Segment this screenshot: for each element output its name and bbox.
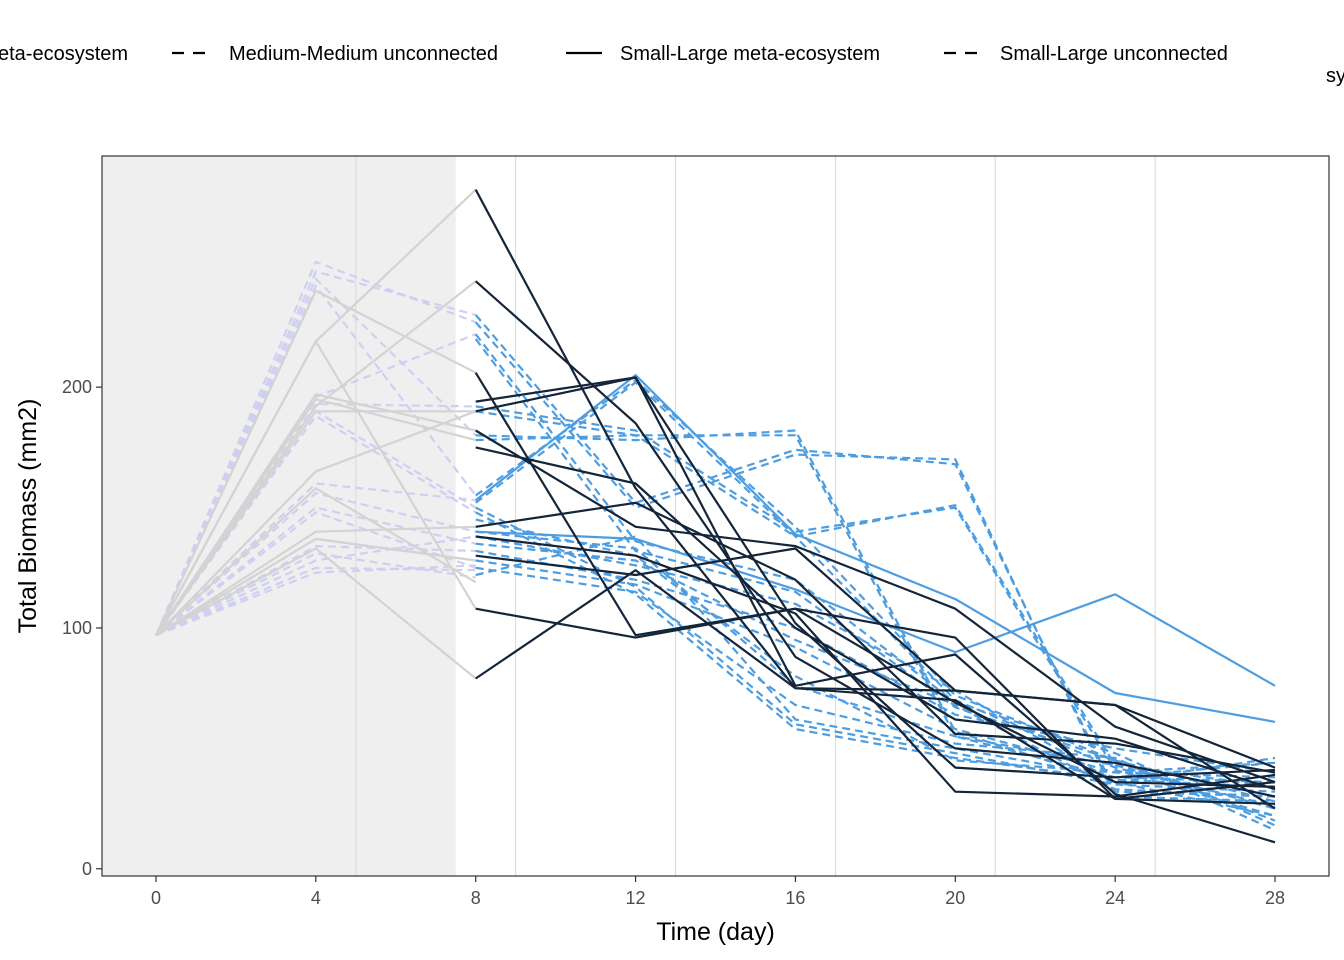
series-line: [475, 376, 1276, 844]
series-line: [475, 506, 1276, 793]
pre-series-line: [155, 566, 476, 637]
x-tick-label: 24: [1105, 888, 1125, 908]
pre-series-line: [154, 260, 477, 636]
x-tick-label: 0: [151, 888, 161, 908]
series-line: [475, 535, 1276, 798]
shaded-rect: [102, 156, 456, 876]
pre-series-line: [155, 289, 477, 636]
x-axis: 0 4 8 12 16 20 24 28: [151, 876, 1285, 908]
series-line: [475, 446, 1276, 791]
series-line: [475, 374, 1276, 723]
y-tick-label: 200: [62, 377, 92, 397]
x-axis-title: Time (day): [656, 918, 775, 946]
pre-series-line: [155, 393, 476, 636]
pre-series-line: [155, 544, 476, 637]
x-tick-label: 12: [626, 888, 646, 908]
y-tick-label: 0: [82, 859, 92, 879]
series-line: [475, 607, 1276, 788]
pre-series-line: [155, 547, 477, 680]
series-line: [475, 378, 1276, 803]
pre-series-line: [155, 414, 477, 636]
pre-series-line: [155, 537, 476, 637]
panel-border: [101, 155, 1330, 877]
legend: eta-ecosystem Medium-Medium unconnected Sm…: [0, 43, 1344, 87]
x-tick-label: 20: [945, 888, 965, 908]
series-line: [475, 535, 1276, 784]
legend-fragment: sy: [1326, 65, 1344, 87]
series-line: [475, 549, 1276, 774]
series-line: [475, 535, 1276, 817]
legend-label: eta-ecosystem: [0, 43, 128, 65]
y-tick-label: 100: [62, 618, 92, 638]
y-axis: 0 100 200: [62, 377, 102, 879]
x-tick-label: 28: [1265, 888, 1285, 908]
series-line: [475, 518, 1276, 779]
x-tick-label: 4: [311, 888, 321, 908]
series-line: [475, 569, 1276, 769]
series-line: [475, 547, 1276, 810]
x-tick-label: 16: [785, 888, 805, 908]
pre-series-line: [155, 339, 477, 636]
pre-series-line: [155, 482, 476, 636]
series-lines: [474, 189, 1276, 844]
legend-label: Medium-Medium unconnected: [229, 43, 498, 65]
series-line: [475, 429, 1276, 784]
pre-series-line: [155, 491, 476, 637]
y-axis-title: Total Biomass (mm2): [14, 399, 42, 634]
series-line: [475, 376, 1276, 779]
pre-series-line: [155, 280, 477, 636]
pre-series-line: [155, 410, 477, 636]
legend-label: Small-Large unconnected: [1000, 43, 1228, 65]
series-line: [475, 542, 1276, 798]
pre-series-line: [155, 506, 476, 637]
legend-label: Small-Large meta-ecosystem: [620, 43, 880, 65]
pre-period-lines: [154, 188, 477, 680]
shaded-region: [102, 156, 456, 876]
x-tick-label: 8: [471, 888, 481, 908]
series-line: [474, 333, 1276, 827]
pre-series-line: [155, 525, 476, 637]
pre-series-line: [155, 535, 476, 637]
series-line: [474, 372, 1276, 805]
pre-series-line: [155, 486, 477, 637]
series-line: [475, 559, 1276, 774]
pre-series-line: [155, 564, 476, 637]
